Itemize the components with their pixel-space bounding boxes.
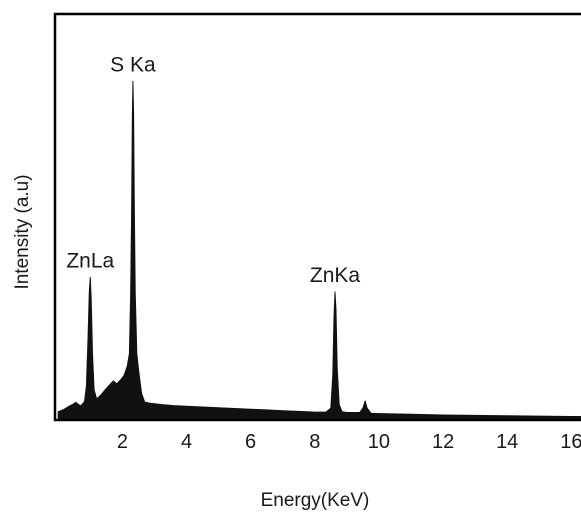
x-tick-label: 6 (245, 431, 256, 453)
y-axis-title: Intensity (a.u) (12, 174, 33, 289)
x-tick-label: 14 (496, 431, 518, 453)
x-tick-label: 12 (432, 431, 454, 453)
peak-label: ZnLa (66, 249, 114, 272)
x-tick-label: 2 (117, 431, 128, 453)
x-axis-title: Energy(KeV) (261, 490, 370, 511)
series-layer (57, 80, 581, 420)
x-tick-label: 8 (309, 431, 320, 453)
spectrum-series-0 (57, 80, 581, 420)
plot-frame (53, 12, 581, 422)
x-tick-label: 10 (368, 431, 390, 453)
x-tick-label: 4 (181, 431, 192, 453)
x-axis-ticks: 2 4 6 8 10 12 14 16 (117, 431, 581, 453)
peak-annotations: S Ka ZnLa ZnKa (66, 53, 361, 287)
peak-label: S Ka (110, 53, 156, 76)
x-tick-label: 16 (560, 431, 581, 453)
peak-label: ZnKa (310, 264, 361, 287)
